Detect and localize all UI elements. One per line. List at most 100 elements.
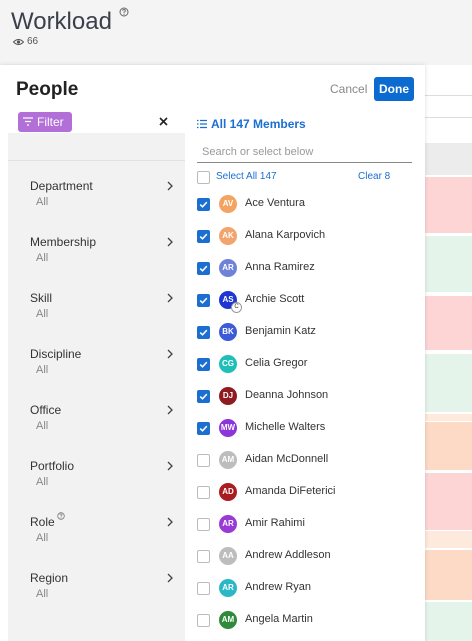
page-title: Workload [11, 8, 112, 35]
help-icon[interactable] [57, 512, 65, 520]
member-name[interactable]: Ace Ventura [245, 197, 305, 209]
chevron[interactable] [166, 181, 174, 191]
done-button[interactable]: Done [374, 77, 414, 101]
close-filter[interactable] [159, 117, 168, 126]
grid-row [425, 422, 472, 470]
member-checkbox[interactable] [197, 230, 210, 243]
avatar: AD [219, 483, 237, 501]
member-checkbox[interactable] [197, 358, 210, 371]
avatar-badge: C [231, 302, 242, 313]
member-checkbox[interactable] [197, 262, 210, 275]
filter-value: All [36, 588, 49, 600]
select-all-checkbox[interactable] [197, 171, 210, 184]
grid-row [425, 602, 472, 641]
grid-row [425, 354, 472, 412]
avatar: AR [219, 515, 237, 533]
chevron[interactable] [166, 237, 174, 247]
member-name[interactable]: Celia Gregor [245, 357, 308, 369]
member-checkbox[interactable] [197, 518, 210, 531]
member-name[interactable]: Benjamin Katz [245, 325, 316, 337]
grid-header [425, 143, 472, 175]
avatar: AA [219, 547, 237, 565]
filter-label: Filter [37, 115, 64, 129]
chevron[interactable] [166, 405, 174, 415]
filter-value: All [36, 420, 49, 432]
member-checkbox[interactable] [197, 198, 210, 211]
filter-value: All [36, 252, 49, 264]
member-checkbox[interactable] [197, 582, 210, 595]
clear-selection[interactable]: Clear 8 [358, 171, 391, 182]
member-name[interactable]: Angela Martin [245, 613, 313, 625]
member-name[interactable]: Andrew Ryan [245, 581, 312, 593]
divider [8, 160, 185, 161]
panel-title: People [16, 79, 79, 100]
avatar: MW [219, 419, 237, 437]
member-name[interactable]: Archie Scott [245, 293, 305, 305]
filter-label[interactable]: Portfolio [30, 459, 75, 473]
list-icon [197, 119, 207, 129]
filter-value: All [36, 196, 49, 208]
avatar: AR [219, 259, 237, 277]
filter-button[interactable] [18, 112, 72, 132]
member-checkbox[interactable] [197, 550, 210, 563]
member-checkbox[interactable] [197, 422, 210, 435]
help-icon[interactable] [119, 7, 129, 17]
avatar: AM [219, 451, 237, 469]
member-name[interactable]: Amir Rahimi [245, 517, 305, 529]
grid-row [425, 177, 472, 233]
avatar: AM [219, 611, 237, 629]
members-heading[interactable]: All 147 Members [211, 117, 306, 131]
member-checkbox[interactable] [197, 390, 210, 403]
grid-row [425, 296, 472, 350]
filter-label[interactable]: Region [30, 571, 69, 585]
member-checkbox[interactable] [197, 294, 210, 307]
filter-value: All [36, 476, 49, 488]
member-checkbox[interactable] [197, 486, 210, 499]
chevron[interactable] [166, 517, 174, 527]
filter-label[interactable]: Membership [30, 235, 97, 249]
grid-line [425, 117, 472, 118]
filter-label[interactable]: Office [30, 403, 62, 417]
member-name[interactable]: Amanda DiFeterici [245, 485, 336, 497]
grid-line [425, 95, 472, 96]
member-checkbox[interactable] [197, 454, 210, 467]
filter-value: All [36, 364, 49, 376]
avatar: CG [219, 355, 237, 373]
member-name[interactable]: Michelle Walters [245, 421, 326, 433]
member-name[interactable]: Deanna Johnson [245, 389, 329, 401]
member-name[interactable]: Alana Karpovich [245, 229, 326, 241]
filter-label[interactable]: Discipline [30, 347, 82, 361]
grid-row [425, 473, 472, 530]
filter-label[interactable]: Role [30, 515, 55, 529]
chevron[interactable] [166, 573, 174, 583]
chevron[interactable] [166, 293, 174, 303]
grid-row [425, 531, 472, 548]
filter-value: All [36, 532, 49, 544]
member-checkbox[interactable] [197, 326, 210, 339]
chevron[interactable] [166, 349, 174, 359]
search-input[interactable] [197, 143, 412, 163]
views-icon [13, 39, 24, 45]
member-name[interactable]: Anna Ramirez [245, 261, 315, 273]
grid-row [425, 414, 472, 421]
grid-row [425, 550, 472, 600]
cancel-button[interactable]: Cancel [330, 82, 368, 96]
search-placeholder: Search or select below [202, 146, 314, 158]
member-checkbox[interactable] [197, 614, 210, 627]
filter-label[interactable]: Department [30, 179, 93, 193]
avatar: AV [219, 195, 237, 213]
avatar: BK [219, 323, 237, 341]
avatar: AK [219, 227, 237, 245]
filter-column: Department All Membership All Skill All Discip… [8, 133, 185, 641]
chevron[interactable] [166, 461, 174, 471]
filter-label[interactable]: Skill [30, 291, 53, 305]
avatar: DJ [219, 387, 237, 405]
avatar: AR [219, 579, 237, 597]
views-count: 66 [27, 36, 39, 47]
member-name[interactable]: Aidan McDonnell [245, 453, 329, 465]
grid-row [425, 236, 472, 292]
member-name[interactable]: Andrew Addleson [245, 549, 331, 561]
filter-icon [23, 117, 33, 126]
select-all[interactable]: Select All 147 [216, 171, 277, 182]
